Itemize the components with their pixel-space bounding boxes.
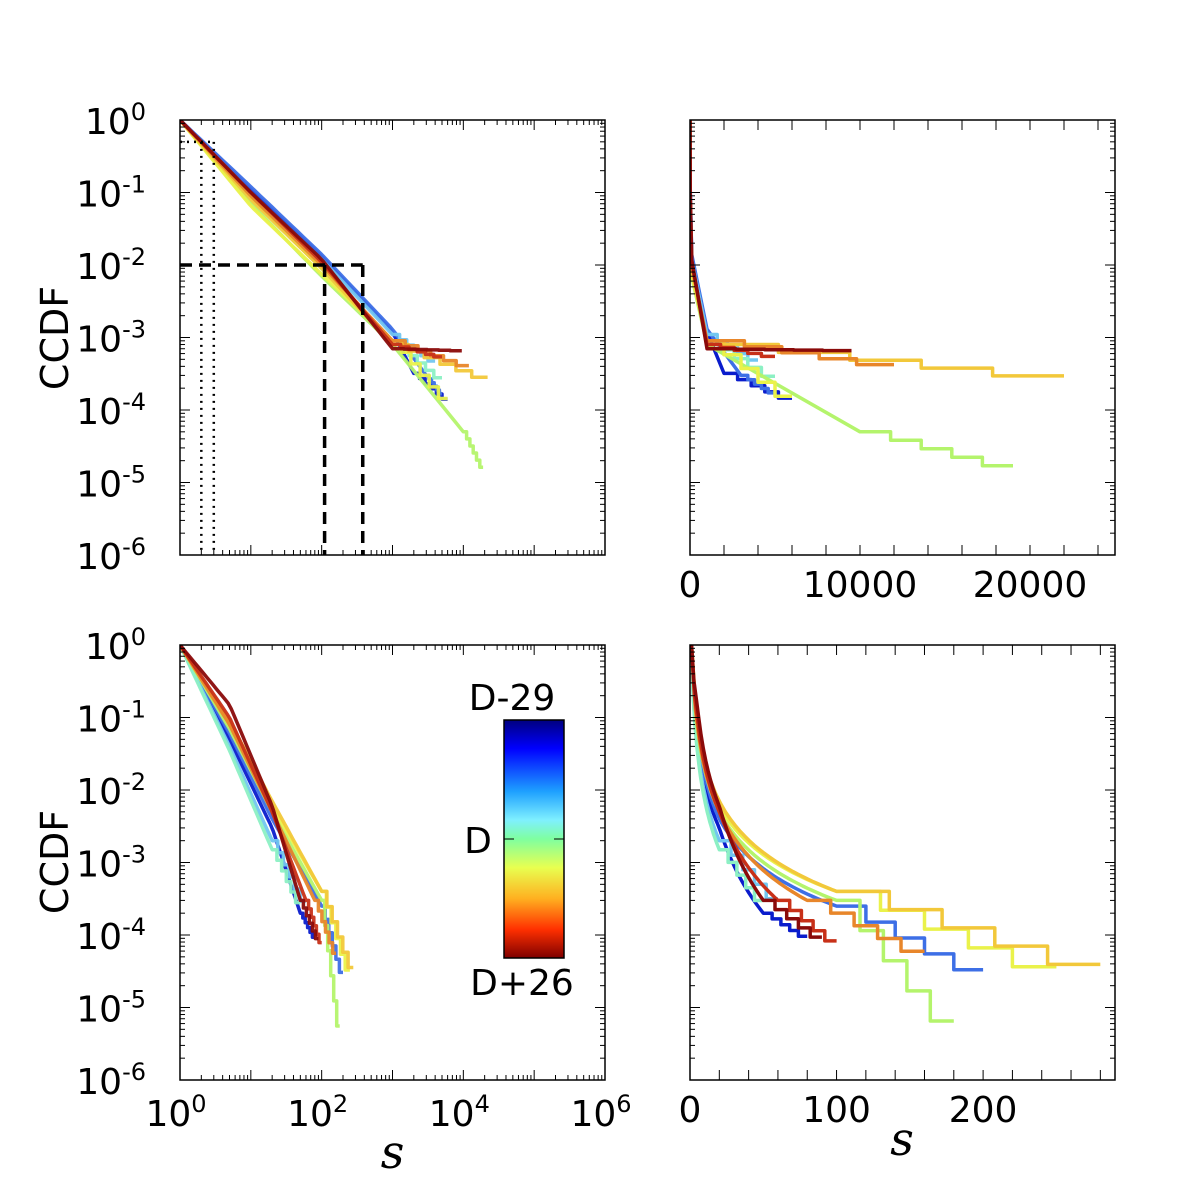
- y-tick-label: 10-6: [76, 1058, 146, 1103]
- plot-area: [180, 645, 354, 1028]
- y-tick-label: 10-1: [76, 171, 146, 216]
- series-line-D+26: [690, 120, 852, 353]
- x-tick-label: 100: [802, 1090, 871, 1131]
- series-line-D+21: [690, 645, 837, 943]
- series-line-D+21: [180, 645, 322, 945]
- series-line-D+8: [690, 120, 792, 398]
- series-line-D+26: [180, 645, 319, 941]
- series-line-D+16: [690, 120, 894, 367]
- plot-area: [690, 645, 1101, 1023]
- colorbar-label-mid: D: [464, 821, 492, 862]
- series-line-D+8: [180, 120, 448, 401]
- series-line-D+12: [690, 120, 1064, 378]
- x-axis-label: s: [381, 1125, 405, 1179]
- series-line-D-20: [690, 645, 984, 972]
- series-line-D: [180, 645, 301, 905]
- series-line-D-10: [690, 120, 758, 362]
- x-tick-label: 100: [145, 1090, 206, 1135]
- x-tick-label: 102: [287, 1090, 348, 1135]
- y-tick-label: 100: [85, 98, 146, 143]
- plot-area: [180, 120, 488, 469]
- y-tick-label: 10-2: [76, 243, 146, 288]
- y-tick-label: 10-2: [76, 768, 146, 813]
- series-line-D: [690, 645, 764, 903]
- x-axis-label: s: [890, 1112, 914, 1166]
- y-tick-label: 10-6: [76, 533, 146, 578]
- y-tick-label: 10-5: [76, 461, 146, 506]
- series-line-D+12: [690, 645, 1101, 967]
- y-tick-label: 10-5: [76, 986, 146, 1031]
- x-tick-label: 0: [679, 565, 702, 606]
- x-tick-label: 0: [679, 1090, 702, 1131]
- series-line-D+26: [180, 120, 462, 353]
- panel-top-right-frame: [689, 119, 1116, 556]
- x-tick-label: 106: [570, 1090, 631, 1135]
- y-tick-label: 10-4: [76, 388, 146, 433]
- x-tick-label: 10000: [803, 565, 918, 606]
- y-axis-label: CCDF: [33, 810, 77, 914]
- series-line-D+5: [180, 645, 340, 1028]
- y-tick-label: 10-3: [76, 316, 146, 361]
- colorbar-label-top: D-29: [469, 678, 556, 719]
- y-tick-label: 10-3: [76, 841, 146, 886]
- colorbar-label-bottom: D+26: [470, 963, 574, 1004]
- x-tick-label: 200: [949, 1090, 1018, 1131]
- x-tick-label: 104: [429, 1090, 490, 1135]
- series-line-D+8: [690, 645, 1057, 969]
- x-tick-label: 20000: [973, 565, 1088, 606]
- y-tick-label: 10-1: [76, 696, 146, 741]
- series-line-D+12: [180, 120, 488, 379]
- series-line-D+5: [690, 120, 1013, 468]
- y-tick-label: 100: [85, 623, 146, 668]
- series-line-D+26: [690, 645, 822, 939]
- plot-area: [690, 120, 1064, 468]
- y-axis-label: CCDF: [33, 286, 77, 390]
- series-line-D: [690, 120, 775, 379]
- y-tick-label: 10-4: [76, 913, 146, 958]
